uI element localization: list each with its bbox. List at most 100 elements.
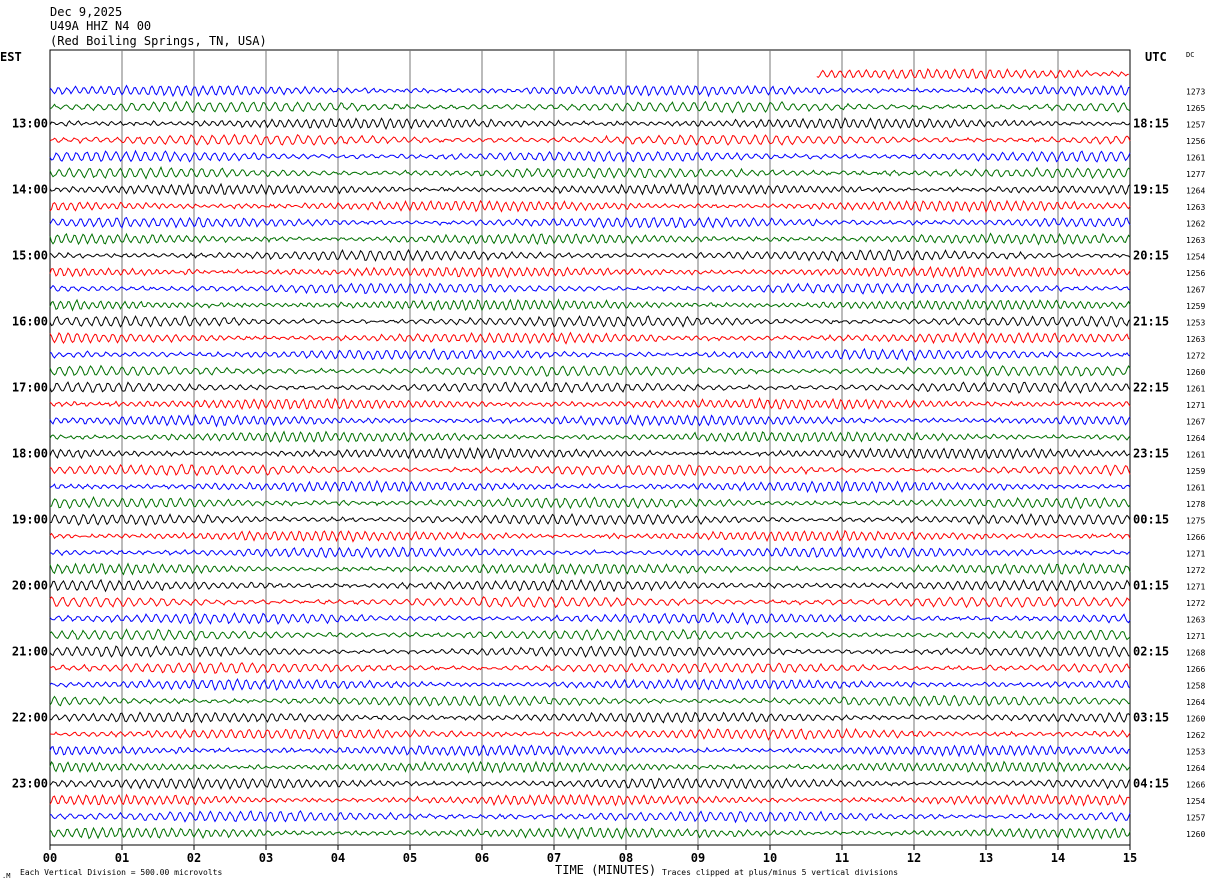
trace-line xyxy=(49,512,1131,527)
trace-line xyxy=(49,84,1131,98)
header-date: Dec 9,2025 xyxy=(50,5,123,19)
trace-line xyxy=(49,248,1131,263)
trace-line xyxy=(49,479,1131,494)
dc-offset-label: 1263 xyxy=(1186,236,1205,245)
dc-offset-label: 1266 xyxy=(1186,781,1205,790)
dc-offset-label: 1262 xyxy=(1186,731,1205,740)
trace-line xyxy=(49,216,1131,229)
trace-line xyxy=(49,562,1131,576)
x-tick-label: 15 xyxy=(1123,851,1137,865)
dc-offset-label: 1261 xyxy=(1186,484,1205,493)
dc-offset-label: 1258 xyxy=(1186,682,1205,691)
est-hour-label: 20:00 xyxy=(12,579,48,593)
trace-line xyxy=(49,628,1131,642)
trace-line xyxy=(49,347,1131,362)
trace-line xyxy=(49,298,1131,312)
dc-offset-label: 1261 xyxy=(1186,451,1205,460)
trace-line xyxy=(49,100,1131,114)
trace-line xyxy=(49,447,1131,461)
trace-line xyxy=(49,331,1131,345)
dc-offset-label: 1275 xyxy=(1186,517,1205,526)
dc-offset-label: 1259 xyxy=(1186,302,1205,311)
utc-hour-label: 03:15 xyxy=(1133,711,1169,725)
dc-offset-label: 1254 xyxy=(1186,797,1205,806)
trace-line xyxy=(49,133,1131,146)
trace-line xyxy=(49,199,1131,214)
dc-offset-label: 1264 xyxy=(1186,434,1205,443)
x-tick-label: 10 xyxy=(763,851,777,865)
dc-offset-label: 1272 xyxy=(1186,599,1205,608)
trace-line xyxy=(49,578,1131,593)
dc-offset-label: 1263 xyxy=(1186,616,1205,625)
x-tick-label: 12 xyxy=(907,851,921,865)
est-hour-label: 15:00 xyxy=(12,249,48,263)
trace-line xyxy=(49,677,1131,692)
dc-offset-label: 1256 xyxy=(1186,137,1205,146)
est-hour-label: 16:00 xyxy=(12,315,48,329)
est-hour-label: 21:00 xyxy=(12,645,48,659)
est-hour-label: 13:00 xyxy=(12,117,48,131)
trace-line xyxy=(49,694,1131,707)
trace-line xyxy=(49,810,1131,824)
dc-offset-label: 1263 xyxy=(1186,203,1205,212)
right-timezone-label: UTC xyxy=(1145,50,1167,64)
utc-hour-label: 18:15 xyxy=(1133,117,1169,131)
trace-line xyxy=(49,149,1131,163)
dc-offset-label: 1266 xyxy=(1186,533,1205,542)
trace-line xyxy=(49,165,1131,180)
dc-offset-label: 1260 xyxy=(1186,830,1205,839)
est-hour-label: 14:00 xyxy=(12,183,48,197)
trace-line xyxy=(49,380,1131,394)
trace-line xyxy=(49,463,1131,477)
dc-offset-label: 1257 xyxy=(1186,121,1205,130)
dc-offset-label: 1267 xyxy=(1186,418,1205,427)
x-tick-label: 08 xyxy=(619,851,633,865)
utc-hour-label: 01:15 xyxy=(1133,579,1169,593)
est-hour-label: 22:00 xyxy=(12,711,48,725)
x-axis-title: TIME (MINUTES) xyxy=(555,863,656,877)
est-hour-label: 19:00 xyxy=(12,513,48,527)
utc-hour-label: 04:15 xyxy=(1133,777,1169,791)
dc-header-label: DC xyxy=(1186,51,1194,59)
est-hour-label: 18:00 xyxy=(12,447,48,461)
trace-line xyxy=(49,495,1131,510)
dc-offset-label: 1261 xyxy=(1186,385,1205,394)
dc-offset-label: 1254 xyxy=(1186,253,1205,262)
dc-offset-label: 1263 xyxy=(1186,335,1205,344)
utc-hour-label: 19:15 xyxy=(1133,183,1169,197)
x-tick-label: 00 xyxy=(43,851,57,865)
trace-line xyxy=(49,661,1131,674)
x-tick-label: 06 xyxy=(475,851,489,865)
dc-offset-label: 1262 xyxy=(1186,220,1205,229)
trace-line xyxy=(49,711,1131,724)
trace-lines xyxy=(49,67,1131,841)
dc-offset-label: 1265 xyxy=(1186,104,1205,113)
utc-hour-label: 00:15 xyxy=(1133,513,1169,527)
x-tick-label: 09 xyxy=(691,851,705,865)
dc-offset-label: 1271 xyxy=(1186,583,1205,592)
dc-offset-labels: 1273 1265 1257 1256 1261 1277 1264 1263 1262 1263… xyxy=(1186,88,1205,840)
trace-line xyxy=(49,743,1131,758)
x-axis-ticks: 00 01 02 03 04 05 06 07 08 09 10 11 12 13 14 15 xyxy=(43,845,1137,865)
x-tick-label: 02 xyxy=(187,851,201,865)
dc-offset-label: 1266 xyxy=(1186,665,1205,674)
trace-line xyxy=(49,645,1131,658)
trace-line xyxy=(49,117,1131,130)
x-tick-label: 04 xyxy=(331,851,345,865)
corner-mark: .M xyxy=(2,872,10,880)
dc-offset-label: 1277 xyxy=(1186,170,1205,179)
x-tick-label: 05 xyxy=(403,851,417,865)
dc-offset-label: 1253 xyxy=(1186,319,1205,328)
trace-line xyxy=(49,265,1131,279)
est-hour-label: 17:00 xyxy=(12,381,48,395)
dc-offset-label: 1264 xyxy=(1186,187,1205,196)
trace-line xyxy=(49,282,1131,295)
est-hour-labels: 13:00 14:00 15:00 16:00 17:00 18:00 19:00 20:00… xyxy=(12,117,48,791)
x-tick-label: 07 xyxy=(547,851,561,865)
x-tick-label: 11 xyxy=(835,851,849,865)
trace-line xyxy=(49,793,1131,807)
trace-line xyxy=(49,529,1131,543)
dc-offset-label: 1264 xyxy=(1186,698,1205,707)
trace-line xyxy=(49,611,1131,626)
